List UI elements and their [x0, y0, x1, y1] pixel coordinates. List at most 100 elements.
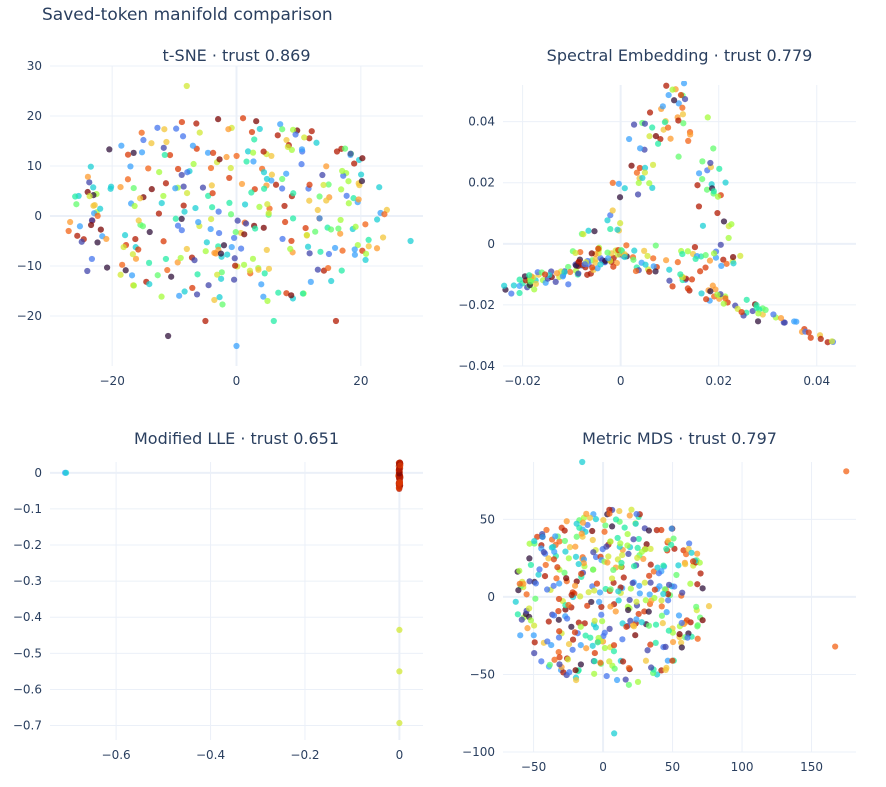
scatter-point	[646, 572, 653, 579]
y-tick-label: −0.2	[13, 538, 42, 552]
scatter-point	[706, 257, 714, 264]
scatter-point	[636, 145, 644, 152]
scatter-point	[117, 183, 124, 191]
scatter-point	[584, 602, 591, 609]
scatter-point	[614, 226, 621, 233]
scatter-point	[655, 570, 662, 577]
scatter-point	[208, 182, 215, 189]
scatter-point	[698, 290, 705, 297]
scatter-point	[281, 202, 288, 210]
scatter-point	[351, 251, 359, 258]
scatter-point	[527, 617, 534, 624]
scatter-point	[531, 639, 538, 646]
scatter-point	[279, 126, 286, 133]
scatter-point	[694, 635, 701, 642]
scatter-point	[743, 296, 750, 303]
scatter-point	[217, 250, 225, 257]
scatter-point	[530, 632, 537, 639]
scatter-point	[531, 286, 538, 293]
y-tick-label: 20	[27, 109, 42, 123]
scatter-point	[335, 225, 342, 232]
scatter-point	[636, 582, 643, 589]
scatter-point	[566, 544, 574, 551]
scatter-point	[256, 125, 263, 133]
subplot-title: Metric MDS · trust 0.797	[582, 429, 777, 448]
scatter-point	[88, 255, 96, 263]
scatter-point	[616, 194, 624, 201]
scatter-point	[583, 645, 590, 652]
scatter-point	[625, 664, 633, 672]
scatter-point	[610, 263, 617, 270]
y-tick-label: 0.02	[468, 176, 495, 190]
scatter-point	[636, 164, 643, 172]
scatter-point	[225, 126, 232, 133]
scatter-point	[333, 148, 341, 155]
y-tick-label: −0.04	[458, 359, 495, 373]
panel-1: −20 0 20 −20 −10 0 10 20 30 t-SNE · trust 0.869	[17, 46, 423, 388]
scatter-point	[233, 152, 240, 160]
scatter-point	[645, 622, 653, 629]
scatter-point	[588, 250, 595, 257]
scatter-point	[325, 264, 332, 272]
scatter-point	[301, 134, 308, 141]
scatter-point	[577, 593, 584, 600]
scatter-point	[290, 190, 297, 197]
scatter-point	[707, 288, 714, 295]
scatter-point	[287, 245, 294, 252]
y-tick-label: −20	[17, 309, 42, 323]
scatter-point	[76, 223, 84, 230]
scatter-point	[227, 164, 234, 172]
scatter-point	[561, 569, 568, 576]
scatter-point	[591, 658, 598, 665]
scatter-point	[207, 225, 214, 233]
scatter-point	[595, 598, 603, 605]
scatter-point	[625, 681, 632, 688]
y-tick-label: −0.02	[458, 298, 495, 312]
scatter-point	[162, 180, 170, 187]
scatter-point	[598, 611, 605, 618]
scatter-point	[298, 161, 305, 168]
scatter-point	[181, 288, 188, 295]
scatter-point	[556, 661, 563, 668]
scatter-point	[316, 193, 323, 200]
scatter-point	[127, 163, 134, 170]
scatter-point	[251, 136, 258, 143]
scatter-point	[645, 527, 653, 534]
scatter-point	[630, 536, 637, 543]
y-tick-label: −0.7	[13, 719, 42, 733]
scatter-point	[725, 234, 732, 242]
scatter-point	[625, 550, 632, 557]
scatter-point	[641, 608, 648, 615]
scatter-point	[710, 145, 717, 152]
scatter-point	[617, 220, 624, 227]
scatter-point	[650, 263, 657, 270]
scatter-point	[592, 624, 599, 631]
scatter-point	[258, 281, 265, 288]
scatter-point	[73, 201, 80, 208]
scatter-point	[595, 245, 602, 252]
x-tick-label: −0.2	[290, 748, 319, 762]
scatter-point	[681, 96, 689, 103]
scatter-point	[610, 642, 618, 649]
scatter-point	[612, 516, 620, 523]
scatter-point	[74, 232, 81, 239]
scatter-point	[618, 247, 625, 254]
scatter-point	[544, 638, 551, 645]
scatter-point	[647, 545, 654, 552]
scatter-point	[674, 259, 681, 266]
scatter-point	[124, 151, 132, 158]
scatter-point	[691, 244, 699, 251]
scatter-point	[607, 603, 614, 610]
scatter-point	[573, 520, 580, 527]
scatter-point	[510, 282, 517, 289]
scatter-point	[611, 665, 618, 672]
scatter-point	[556, 580, 563, 587]
scatter-point	[202, 317, 209, 325]
scatter-point	[132, 235, 139, 243]
y-tick-label: 10	[27, 159, 42, 173]
scatter-point	[237, 245, 245, 252]
scatter-point	[516, 580, 523, 587]
scatter-point	[710, 188, 717, 195]
scatter-point	[160, 192, 167, 200]
scatter-point	[650, 255, 657, 262]
